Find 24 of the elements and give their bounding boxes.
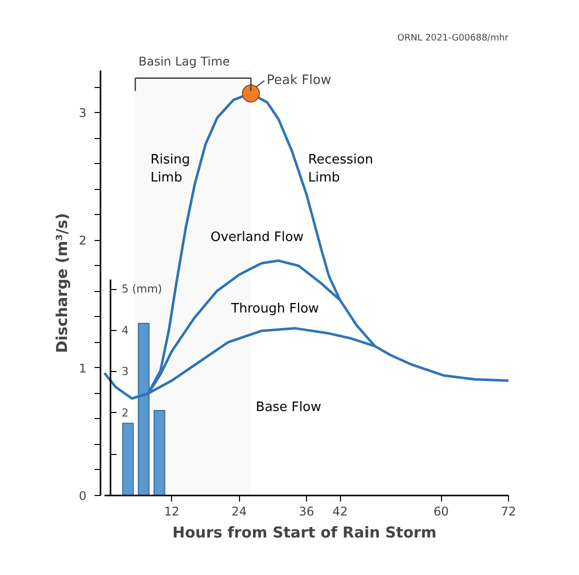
text: ORNL 2021-G00688/mhr bbox=[397, 34, 509, 44]
annotation: Peak Flow bbox=[266, 73, 332, 88]
y2-tick-label: 3 bbox=[122, 365, 129, 378]
annotation: Base Flow bbox=[256, 400, 322, 415]
annotation: Overland Flow bbox=[210, 230, 304, 246]
x-tick-label: 24 bbox=[231, 504, 247, 518]
y2-tick-label: 2 bbox=[122, 406, 129, 420]
x-tick-label: 12 bbox=[164, 504, 180, 518]
x-tick-label: 72 bbox=[500, 504, 516, 518]
annotation: Rising Limb bbox=[150, 152, 190, 186]
y-tick-label: 2 bbox=[78, 234, 87, 248]
annotation: Through Flow bbox=[230, 302, 320, 317]
x-tick-label: 60 bbox=[434, 504, 449, 518]
y-tick-label: 1 bbox=[78, 361, 87, 376]
y2-tick-label: 5 (mm) bbox=[122, 282, 162, 296]
x-axis-title: Hours from Start of Rain Storm bbox=[172, 524, 437, 542]
x-tick-label: 42 bbox=[332, 504, 348, 518]
x-tick-label: 36 bbox=[298, 504, 314, 518]
y-tick-label: 3 bbox=[78, 106, 87, 120]
annotation: Recession Limb bbox=[308, 152, 374, 186]
y2-tick-label: 4 bbox=[122, 324, 129, 337]
y-tick-label: 0 bbox=[78, 489, 87, 503]
band-label: Basin Lag Time bbox=[138, 54, 230, 68]
y-axis-title: Discharge (m³/s) bbox=[52, 212, 71, 354]
